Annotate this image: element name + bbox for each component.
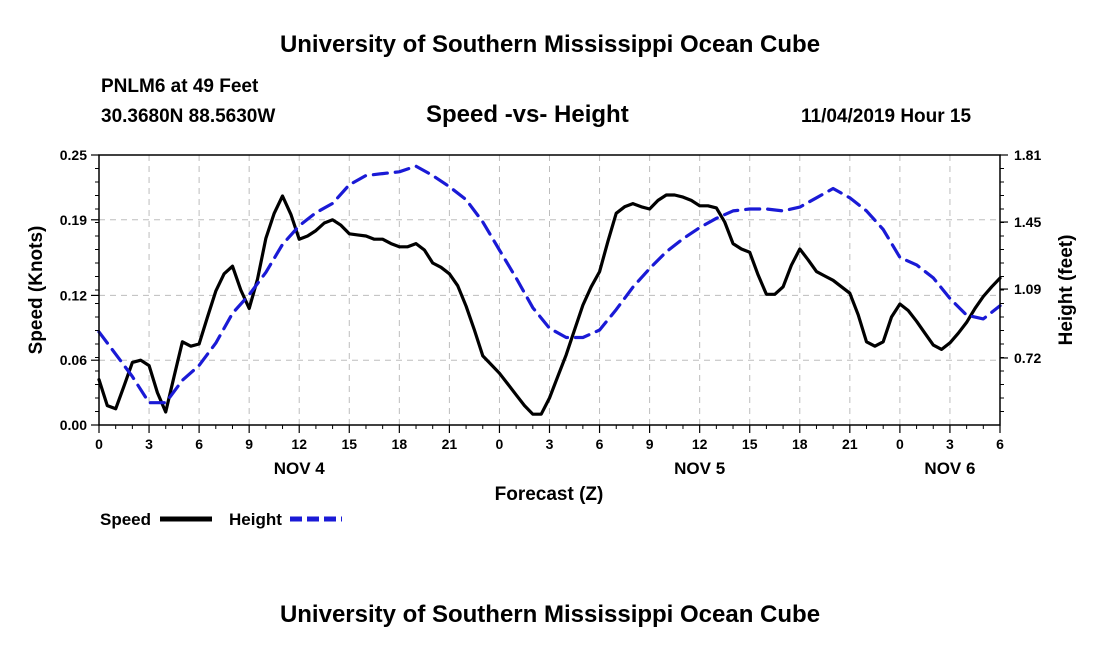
- x-tick-label: 21: [442, 436, 458, 452]
- x-tick-label: 12: [692, 436, 708, 452]
- y-tick-label: 0.19: [60, 212, 87, 228]
- legend-label-speed: Speed: [100, 510, 151, 529]
- station-coords: 30.3680N 88.5630W: [101, 106, 276, 127]
- y-axis-label: Speed (Knots): [26, 226, 47, 355]
- x-tick-label: 9: [245, 436, 253, 452]
- day-label: NOV 5: [674, 459, 725, 478]
- y2-axis-label: Height (feet): [1056, 235, 1077, 346]
- x-tick-label: 3: [145, 436, 153, 452]
- x-tick-label: 3: [546, 436, 554, 452]
- forecast-datetime: 11/04/2019 Hour 15: [801, 106, 972, 127]
- y2-tick-label: 1.45: [1014, 214, 1041, 230]
- y-tick-label: 0.06: [60, 352, 87, 368]
- x-tick-label: 15: [341, 436, 357, 452]
- x-tick-label: 0: [896, 436, 904, 452]
- day-label: NOV 4: [274, 459, 326, 478]
- x-tick-label: 6: [195, 436, 203, 452]
- legend-label-height: Height: [229, 510, 282, 529]
- series-line-height: [97, 164, 1002, 405]
- y-tick-label: 0.25: [60, 147, 87, 163]
- day-label: NOV 6: [924, 459, 975, 478]
- x-tick-label: 9: [646, 436, 654, 452]
- station-label: PNLM6 at 49 Feet: [101, 76, 259, 97]
- x-tick-label: 6: [596, 436, 604, 452]
- y-tick-label: 0.12: [60, 287, 87, 303]
- x-tick-label: 3: [946, 436, 954, 452]
- x-tick-label: 18: [392, 436, 408, 452]
- chart-subtitle: Speed -vs- Height: [426, 101, 629, 128]
- footer-title: University of Southern Mississippi Ocean…: [279, 601, 821, 628]
- series-line-speed: [97, 193, 1002, 416]
- x-axis-label: Forecast (Z): [495, 484, 604, 505]
- x-tick-label: 0: [496, 436, 504, 452]
- legend: Speed Height: [100, 510, 342, 529]
- x-tick-label: 6: [996, 436, 1004, 452]
- y2-tick-label: 0.72: [1014, 350, 1041, 366]
- x-tick-label: 0: [95, 436, 103, 452]
- x-tick-label: 15: [742, 436, 758, 452]
- x-tick-label: 12: [291, 436, 307, 452]
- y2-tick-label: 1.81: [1014, 147, 1041, 163]
- x-tick-label: 18: [792, 436, 808, 452]
- x-tick-label: 21: [842, 436, 858, 452]
- page-title: University of Southern Mississippi Ocean…: [279, 31, 821, 58]
- grid-lines: [99, 155, 1000, 425]
- axes-text: 0 3 6 9 12 15 18 21 0 3 6 9 12 15 18 21 0 3 6 NOV 4 NOV 5 NOV…: [60, 147, 1042, 478]
- y-tick-label: 0.00: [60, 417, 87, 433]
- y2-tick-label: 1.09: [1014, 281, 1041, 297]
- series-layer: [97, 164, 1002, 416]
